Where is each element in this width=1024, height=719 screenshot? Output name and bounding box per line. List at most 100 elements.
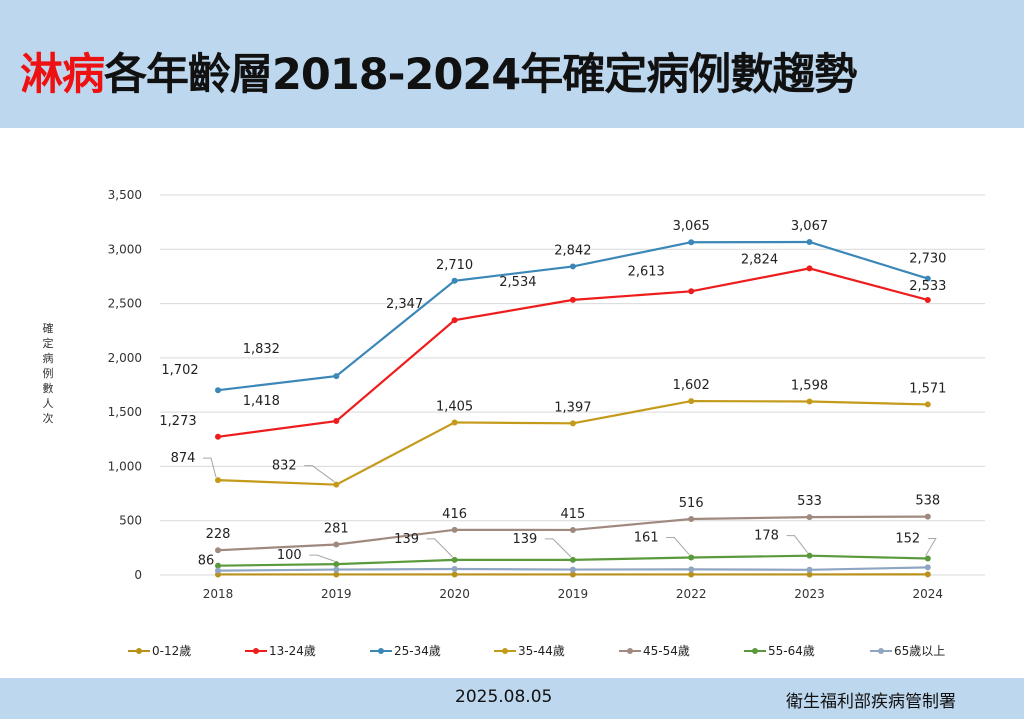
data-point-45-54 [451, 526, 458, 533]
data-point-45-54 [569, 526, 576, 533]
data-point-55-64 [806, 552, 813, 559]
title-rest: 各年齡層2018-2024年確定病例數趨勢 [104, 50, 857, 100]
data-point-25-34 [569, 263, 576, 270]
data-label-25-34: 2,842 [554, 243, 591, 258]
data-point-55-64 [569, 556, 576, 563]
data-label-35-44: 1,571 [909, 381, 946, 396]
data-point-13-24 [451, 317, 458, 324]
data-label-25-34: 3,067 [791, 219, 828, 234]
y-tick-label: 3,500 [108, 188, 142, 202]
data-label-45-54: 533 [797, 494, 822, 509]
y-label-char: 例 [43, 366, 54, 380]
data-point-0-12 [688, 571, 695, 578]
legend: 0-12歲 13-24歲 25-34歲 35-44歲 45-54歲 55-64歲 65歲以上 [128, 644, 945, 658]
data-label-55-64: 152 [895, 531, 920, 546]
y-label-char: 次 [43, 411, 54, 425]
data-point-0-12 [451, 571, 458, 578]
legend-marker-25-34 [378, 648, 384, 654]
data-label-55-64: 178 [754, 529, 779, 544]
footer-organization: 衛生福利部疾病管制署 [786, 692, 956, 712]
x-tick-label: 2023 [794, 587, 825, 601]
data-label-25-34: 2,710 [436, 258, 473, 273]
y-tick-label: 2,500 [108, 297, 142, 311]
legend-label-0-12: 0-12歲 [152, 644, 191, 658]
data-label-25-34: 1,702 [161, 363, 198, 378]
data-point-55-64 [333, 561, 340, 568]
data-point-25-34 [215, 387, 221, 394]
data-label-55-64: 161 [634, 531, 659, 546]
data-label-55-64: 139 [512, 532, 537, 547]
footer-date: 2025.08.05 [455, 687, 553, 707]
data-label-35-44: 874 [171, 451, 196, 466]
x-tick-label: 2024 [913, 587, 944, 601]
data-point-13-24 [924, 296, 931, 303]
data-label-45-54: 281 [324, 521, 349, 536]
data-point-35-44 [806, 398, 813, 405]
y-label-char: 數 [43, 382, 54, 395]
y-tick-label: 2,000 [108, 351, 142, 365]
legend-label-65-plus: 65歲以上 [894, 644, 945, 658]
leader-line [544, 538, 572, 558]
data-point-25-34 [451, 277, 458, 284]
data-label-25-34: 1,832 [243, 342, 280, 357]
data-label-45-54: 228 [206, 527, 231, 542]
data-point-25-34 [688, 239, 695, 246]
data-label-55-64: 139 [394, 532, 419, 547]
leader-line [309, 554, 335, 562]
y-tick-label: 1,000 [108, 459, 142, 473]
data-label-13-24: 2,613 [628, 264, 665, 279]
data-point-25-34 [333, 373, 340, 380]
leader-line [304, 465, 335, 483]
legend-marker-55-64 [752, 648, 758, 654]
y-label-char: 定 [43, 336, 54, 350]
data-label-13-24: 2,534 [499, 275, 536, 290]
data-point-0-12 [569, 571, 576, 578]
data-label-55-64: 100 [277, 548, 302, 563]
data-point-0-12 [924, 571, 931, 578]
data-point-35-44 [215, 477, 221, 484]
data-label-55-64: 86 [198, 554, 215, 569]
x-tick-label: 2019 [321, 587, 352, 601]
y-label-char: 人 [43, 397, 54, 410]
data-point-55-64 [451, 556, 458, 563]
data-point-35-44 [688, 398, 695, 405]
data-point-65-plus [806, 566, 813, 573]
data-label-35-44: 832 [272, 459, 297, 474]
y-tick-label: 500 [119, 514, 142, 528]
series-lines [215, 239, 931, 578]
data-label-35-44: 1,598 [791, 379, 828, 394]
y-tick-label: 0 [134, 568, 142, 582]
data-point-45-54 [333, 541, 340, 548]
data-point-35-44 [924, 401, 931, 408]
data-point-45-54 [924, 513, 931, 520]
data-label-35-44: 1,397 [554, 400, 591, 415]
label-leader-lines [203, 457, 937, 562]
x-tick-label: 2019 [558, 587, 589, 601]
data-point-45-54 [688, 515, 695, 522]
y-label-char: 病 [43, 351, 54, 365]
page-title: 淋病各年齡層2018-2024年確定病例數趨勢 [20, 40, 857, 102]
data-label-45-54: 538 [915, 494, 940, 509]
data-point-65-plus [924, 564, 931, 571]
data-point-55-64 [688, 554, 695, 561]
data-point-55-64 [215, 562, 221, 569]
data-point-13-24 [333, 418, 340, 425]
legend-marker-0-12 [136, 648, 142, 654]
data-point-13-24 [569, 296, 576, 303]
leader-line [426, 538, 453, 558]
y-tick-label: 1,500 [108, 405, 142, 419]
x-axis: 2018 2019 2020 2019 2022 2023 2024 [203, 587, 943, 601]
legend-marker-45-54 [627, 648, 633, 654]
y-axis: 0 500 1,000 1,500 2,000 2,500 3,000 3,500 [108, 188, 142, 582]
data-point-55-64 [924, 555, 931, 562]
data-label-13-24: 2,824 [741, 252, 778, 267]
data-label-35-44: 1,405 [436, 399, 473, 414]
data-point-25-34 [924, 275, 931, 282]
leader-line [786, 535, 808, 553]
leader-line [666, 537, 690, 555]
data-point-65-plus [688, 566, 695, 573]
legend-label-25-34: 25-34歲 [394, 644, 441, 658]
data-point-35-44 [333, 481, 340, 488]
header-banner: 淋病各年齡層2018-2024年確定病例數趨勢 [0, 0, 1024, 128]
legend-label-55-64: 55-64歲 [768, 644, 815, 658]
